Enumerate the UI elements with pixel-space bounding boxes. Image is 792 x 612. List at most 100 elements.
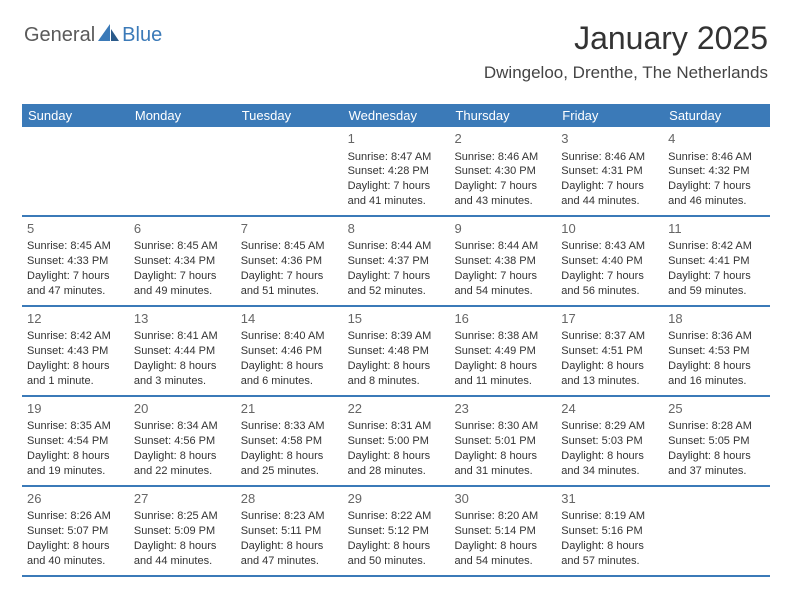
calendar-day-cell: 7Sunrise: 8:45 AMSunset: 4:36 PMDaylight… <box>236 217 343 305</box>
day-d2: and 44 minutes. <box>134 554 231 569</box>
day-d2: and 16 minutes. <box>668 374 765 389</box>
day-d2: and 11 minutes. <box>454 374 551 389</box>
calendar-day-cell: 23Sunrise: 8:30 AMSunset: 5:01 PMDayligh… <box>449 397 556 485</box>
day-sunrise: Sunrise: 8:34 AM <box>134 419 231 434</box>
day-sunrise: Sunrise: 8:28 AM <box>668 419 765 434</box>
day-d1: Daylight: 7 hours <box>348 179 445 194</box>
day-number: 22 <box>348 400 445 418</box>
day-number: 24 <box>561 400 658 418</box>
calendar-day-cell: 5Sunrise: 8:45 AMSunset: 4:33 PMDaylight… <box>22 217 129 305</box>
calendar-day-cell: 31Sunrise: 8:19 AMSunset: 5:16 PMDayligh… <box>556 487 663 575</box>
day-d1: Daylight: 7 hours <box>454 269 551 284</box>
day-number: 16 <box>454 310 551 328</box>
day-d1: Daylight: 8 hours <box>561 359 658 374</box>
day-d1: Daylight: 8 hours <box>27 539 124 554</box>
day-number: 30 <box>454 490 551 508</box>
calendar-day-cell: 2Sunrise: 8:46 AMSunset: 4:30 PMDaylight… <box>449 127 556 215</box>
day-sunrise: Sunrise: 8:45 AM <box>27 239 124 254</box>
day-sunrise: Sunrise: 8:35 AM <box>27 419 124 434</box>
day-number: 29 <box>348 490 445 508</box>
day-number: 14 <box>241 310 338 328</box>
day-d1: Daylight: 8 hours <box>241 359 338 374</box>
calendar-day-cell: 28Sunrise: 8:23 AMSunset: 5:11 PMDayligh… <box>236 487 343 575</box>
day-number: 15 <box>348 310 445 328</box>
day-d2: and 46 minutes. <box>668 194 765 209</box>
day-sunrise: Sunrise: 8:47 AM <box>348 150 445 165</box>
calendar-day-cell: 18Sunrise: 8:36 AMSunset: 4:53 PMDayligh… <box>663 307 770 395</box>
day-sunset: Sunset: 5:00 PM <box>348 434 445 449</box>
calendar-day-cell <box>663 487 770 575</box>
day-sunset: Sunset: 4:48 PM <box>348 344 445 359</box>
day-d2: and 28 minutes. <box>348 464 445 479</box>
calendar-day-cell: 15Sunrise: 8:39 AMSunset: 4:48 PMDayligh… <box>343 307 450 395</box>
dayheader-monday: Monday <box>129 104 236 127</box>
page-title: January 2025 <box>484 20 768 57</box>
day-sunset: Sunset: 4:40 PM <box>561 254 658 269</box>
calendar-day-cell: 30Sunrise: 8:20 AMSunset: 5:14 PMDayligh… <box>449 487 556 575</box>
day-number: 31 <box>561 490 658 508</box>
day-d1: Daylight: 7 hours <box>134 269 231 284</box>
calendar-day-cell: 16Sunrise: 8:38 AMSunset: 4:49 PMDayligh… <box>449 307 556 395</box>
calendar-day-header-row: Sunday Monday Tuesday Wednesday Thursday… <box>22 104 770 127</box>
calendar-week-row: 26Sunrise: 8:26 AMSunset: 5:07 PMDayligh… <box>22 487 770 577</box>
day-sunset: Sunset: 5:03 PM <box>561 434 658 449</box>
day-d1: Daylight: 8 hours <box>27 449 124 464</box>
day-d2: and 57 minutes. <box>561 554 658 569</box>
dayheader-thursday: Thursday <box>449 104 556 127</box>
day-number: 2 <box>454 130 551 148</box>
dayheader-wednesday: Wednesday <box>343 104 450 127</box>
day-d1: Daylight: 7 hours <box>348 269 445 284</box>
day-number: 18 <box>668 310 765 328</box>
day-sunset: Sunset: 5:14 PM <box>454 524 551 539</box>
day-sunrise: Sunrise: 8:38 AM <box>454 329 551 344</box>
day-sunrise: Sunrise: 8:46 AM <box>454 150 551 165</box>
day-number: 7 <box>241 220 338 238</box>
day-sunset: Sunset: 4:49 PM <box>454 344 551 359</box>
calendar-day-cell: 25Sunrise: 8:28 AMSunset: 5:05 PMDayligh… <box>663 397 770 485</box>
calendar-day-cell: 9Sunrise: 8:44 AMSunset: 4:38 PMDaylight… <box>449 217 556 305</box>
day-d2: and 54 minutes. <box>454 554 551 569</box>
day-sunset: Sunset: 4:36 PM <box>241 254 338 269</box>
calendar-day-cell: 19Sunrise: 8:35 AMSunset: 4:54 PMDayligh… <box>22 397 129 485</box>
day-d1: Daylight: 8 hours <box>561 449 658 464</box>
day-sunset: Sunset: 5:07 PM <box>27 524 124 539</box>
day-sunrise: Sunrise: 8:23 AM <box>241 509 338 524</box>
day-sunrise: Sunrise: 8:39 AM <box>348 329 445 344</box>
day-sunset: Sunset: 4:43 PM <box>27 344 124 359</box>
calendar-day-cell: 17Sunrise: 8:37 AMSunset: 4:51 PMDayligh… <box>556 307 663 395</box>
calendar-day-cell: 14Sunrise: 8:40 AMSunset: 4:46 PMDayligh… <box>236 307 343 395</box>
day-d2: and 19 minutes. <box>27 464 124 479</box>
calendar-week-row: 12Sunrise: 8:42 AMSunset: 4:43 PMDayligh… <box>22 307 770 397</box>
day-sunset: Sunset: 4:31 PM <box>561 164 658 179</box>
day-sunrise: Sunrise: 8:31 AM <box>348 419 445 434</box>
day-sunset: Sunset: 5:16 PM <box>561 524 658 539</box>
location-text: Dwingeloo, Drenthe, The Netherlands <box>484 63 768 83</box>
day-d2: and 6 minutes. <box>241 374 338 389</box>
day-number: 20 <box>134 400 231 418</box>
day-d2: and 54 minutes. <box>454 284 551 299</box>
day-sunset: Sunset: 4:33 PM <box>27 254 124 269</box>
day-d1: Daylight: 8 hours <box>348 539 445 554</box>
day-number: 5 <box>27 220 124 238</box>
logo: General Blue <box>24 24 162 47</box>
day-sunrise: Sunrise: 8:26 AM <box>27 509 124 524</box>
day-d2: and 49 minutes. <box>134 284 231 299</box>
day-sunset: Sunset: 4:56 PM <box>134 434 231 449</box>
calendar-day-cell: 12Sunrise: 8:42 AMSunset: 4:43 PMDayligh… <box>22 307 129 395</box>
logo-sail-icon <box>98 24 120 47</box>
day-sunrise: Sunrise: 8:40 AM <box>241 329 338 344</box>
day-d2: and 22 minutes. <box>134 464 231 479</box>
day-number: 19 <box>27 400 124 418</box>
day-d2: and 43 minutes. <box>454 194 551 209</box>
logo-text-general: General <box>24 24 95 47</box>
page-header: January 2025 Dwingeloo, Drenthe, The Net… <box>484 20 768 83</box>
day-sunrise: Sunrise: 8:45 AM <box>241 239 338 254</box>
calendar-week-row: 5Sunrise: 8:45 AMSunset: 4:33 PMDaylight… <box>22 217 770 307</box>
day-d1: Daylight: 8 hours <box>348 449 445 464</box>
day-d1: Daylight: 8 hours <box>241 449 338 464</box>
day-number: 10 <box>561 220 658 238</box>
day-number: 28 <box>241 490 338 508</box>
calendar-grid: Sunday Monday Tuesday Wednesday Thursday… <box>22 104 770 577</box>
day-number: 3 <box>561 130 658 148</box>
day-d1: Daylight: 7 hours <box>454 179 551 194</box>
